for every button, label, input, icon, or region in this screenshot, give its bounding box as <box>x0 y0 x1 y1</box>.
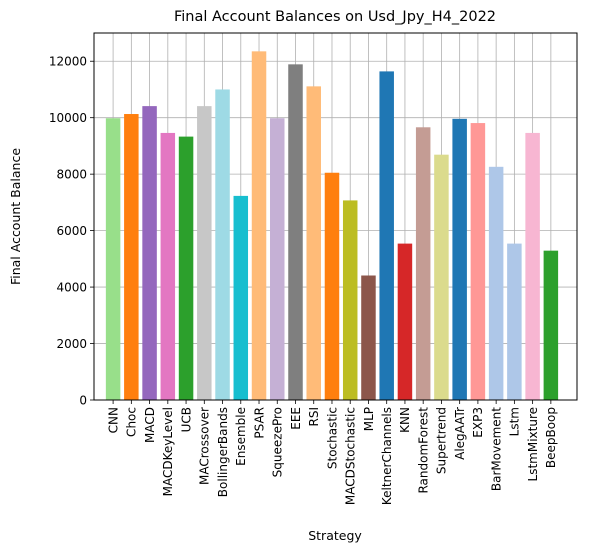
x-tick-label: Supertrend <box>435 407 449 474</box>
bar-alegaatr <box>452 118 467 401</box>
bar-macd <box>142 106 157 401</box>
bar-psar <box>251 51 267 400</box>
bar-eee <box>288 64 303 400</box>
bar-supertrend <box>434 154 449 400</box>
y-tick-label: 2000 <box>56 337 87 351</box>
x-tick-label: BollingerBands <box>216 407 230 497</box>
y-tick-label: 0 <box>79 393 87 407</box>
y-tick-label: 12000 <box>49 55 87 69</box>
bar-macrossover <box>197 106 212 401</box>
y-tick-label: 10000 <box>49 111 87 125</box>
y-axis: 0 2000 4000 6000 8000 10000 12000 <box>49 55 94 407</box>
x-tick-label: MACDStochastic <box>344 407 358 505</box>
x-tick-label: UCB <box>179 407 193 432</box>
plot-frame <box>93 32 578 401</box>
x-tick-label: LstmMixture <box>526 407 540 481</box>
y-tick-label: 6000 <box>56 224 87 238</box>
x-tick-label: RandomForest <box>416 407 430 494</box>
x-tick-label: RSI <box>307 407 321 427</box>
y-tick-label: 8000 <box>56 167 87 181</box>
x-tick-label: Choc <box>125 407 139 437</box>
bar-randomforest <box>415 127 431 400</box>
bar-lstmmixture <box>525 132 540 400</box>
x-tick-label: MACD <box>143 407 157 443</box>
bar-knn <box>397 243 413 400</box>
bar-beepboop <box>543 250 559 400</box>
bar-squeezepro <box>270 118 285 400</box>
x-tick-label: KeltnerChannels <box>380 407 394 505</box>
x-tick-label: KNN <box>398 407 412 433</box>
y-axis-label: Final Account Balance <box>8 148 23 285</box>
x-tick-label: EXP3 <box>471 407 485 438</box>
bar-exp3 <box>470 123 486 400</box>
x-tick-label: BeepBoop <box>544 407 558 468</box>
bar-macdstochastic <box>342 200 358 400</box>
bar-cnn <box>105 118 121 400</box>
bar-lstm <box>507 243 522 400</box>
bar-choc <box>124 114 139 400</box>
x-axis-label: Strategy <box>308 528 362 543</box>
bar-rsi <box>306 86 321 401</box>
x-tick-label: SqueezePro <box>271 407 285 477</box>
chart-title: Final Account Balances on Usd_Jpy_H4_202… <box>174 9 496 25</box>
y-tick-label: 4000 <box>56 280 87 294</box>
x-tick-label: CNN <box>106 407 120 433</box>
x-tick-label: PSAR <box>252 407 266 439</box>
bar-barmovement <box>488 166 504 400</box>
x-tick-label: MLP <box>362 407 376 431</box>
bar-keltnerchannels <box>379 71 394 400</box>
x-tick-label: Lstm <box>508 407 522 436</box>
x-tick-label: MACDKeyLevel <box>161 407 175 496</box>
bars <box>105 51 559 401</box>
x-tick-label: Ensemble <box>234 407 248 466</box>
bar-ensemble <box>233 195 249 400</box>
x-tick-label: AlegAATr <box>453 407 467 460</box>
x-tick-label: EEE <box>289 407 303 430</box>
bar-macdkeylevel <box>160 132 176 400</box>
x-tick-label: Stochastic <box>325 407 339 469</box>
x-axis: CNN Choc MACD MACDKeyLevel UCB MACrossover Bol… <box>106 400 558 505</box>
bar-mlp <box>361 275 376 400</box>
bar-bollingerbands <box>215 89 230 400</box>
x-tick-label: MACrossover <box>198 407 212 485</box>
bar-ucb <box>178 136 194 400</box>
x-tick-label: BarMovement <box>489 407 503 491</box>
bar-stochastic <box>324 172 340 400</box>
